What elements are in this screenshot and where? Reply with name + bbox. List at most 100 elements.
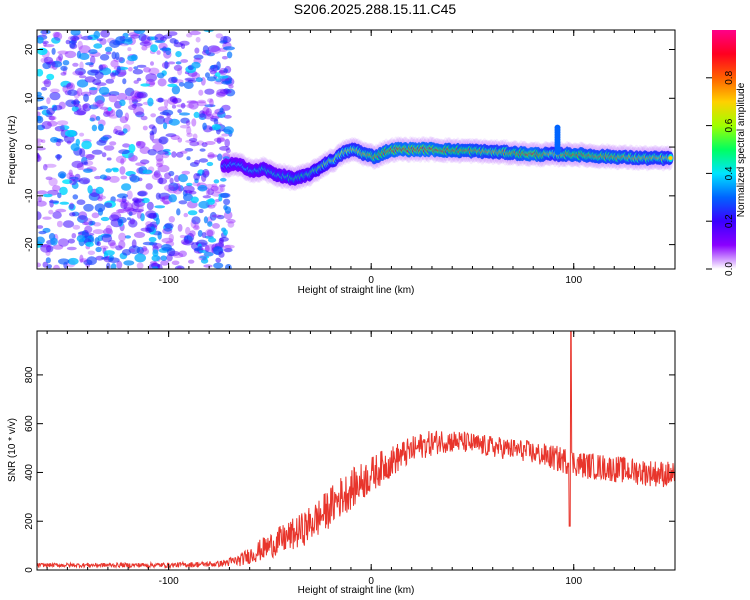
noise-blob bbox=[68, 203, 76, 211]
noise-blob bbox=[178, 174, 189, 183]
colorbar-label: Normalized spectral amplitude bbox=[736, 82, 747, 217]
noise-blob bbox=[69, 212, 76, 217]
noise-blob bbox=[66, 82, 75, 91]
noise-blob bbox=[163, 184, 175, 192]
noise-blob bbox=[115, 245, 123, 251]
noise-blob bbox=[56, 154, 61, 161]
noise-blob bbox=[42, 193, 53, 198]
noise-blob bbox=[226, 51, 233, 59]
noise-blob bbox=[168, 250, 180, 257]
noise-blob bbox=[46, 97, 51, 105]
noise-blob bbox=[71, 181, 79, 190]
noise-blob bbox=[37, 142, 42, 147]
noise-blob bbox=[139, 41, 152, 47]
noise-blob bbox=[152, 242, 163, 249]
noise-blob bbox=[65, 39, 71, 45]
noise-blob bbox=[52, 31, 60, 38]
noise-blob bbox=[180, 102, 186, 109]
noise-blob bbox=[167, 61, 176, 65]
noise-blob bbox=[92, 229, 105, 235]
noise-blob bbox=[177, 67, 183, 76]
noise-blob bbox=[221, 133, 230, 137]
noise-blob bbox=[57, 192, 62, 199]
noise-blob bbox=[99, 106, 109, 110]
noise-blob bbox=[119, 116, 129, 124]
noise-blob bbox=[69, 202, 75, 210]
noise-blob bbox=[215, 91, 226, 98]
noise-blob bbox=[219, 146, 230, 151]
noise-blob bbox=[172, 252, 184, 258]
colorbar-ticks: 0.0 0.2 0.4 0.6 0.8 bbox=[706, 70, 735, 276]
colorbar-tick-label: 0.8 bbox=[724, 70, 735, 84]
noise-blob bbox=[81, 140, 92, 150]
noise-blob bbox=[107, 107, 112, 112]
noise-blob bbox=[176, 151, 184, 158]
noise-blob bbox=[201, 49, 212, 56]
noise-blob bbox=[82, 221, 90, 226]
noise-blob bbox=[148, 236, 157, 243]
noise-blob bbox=[164, 99, 169, 108]
snr-xtick-label: 0 bbox=[368, 576, 374, 587]
noise-blob bbox=[153, 260, 158, 268]
noise-blob bbox=[202, 195, 211, 199]
noise-blob bbox=[71, 160, 84, 168]
noise-blob bbox=[204, 88, 215, 95]
noise-blob bbox=[150, 61, 154, 66]
noise-blob bbox=[64, 50, 77, 59]
noise-blob bbox=[48, 115, 57, 121]
noise-blob bbox=[206, 161, 214, 167]
noise-blob bbox=[212, 186, 224, 194]
noise-blob bbox=[152, 249, 159, 257]
noise-blob bbox=[202, 256, 208, 261]
noise-blob bbox=[220, 192, 231, 199]
noise-blob bbox=[207, 154, 219, 158]
noise-blob bbox=[223, 198, 231, 205]
noise-blob bbox=[140, 213, 145, 222]
noise-blob bbox=[207, 45, 220, 53]
noise-blob bbox=[89, 114, 97, 122]
noise-blob bbox=[76, 235, 86, 243]
noise-blob bbox=[221, 55, 228, 60]
noise-blob bbox=[194, 159, 200, 165]
noise-blob bbox=[156, 72, 165, 79]
noise-blob bbox=[126, 190, 133, 200]
colorbar: 0.0 0.2 0.4 0.6 0.8 Normalized spectral ampl… bbox=[706, 30, 747, 276]
noise-blob bbox=[131, 99, 139, 104]
noise-blob bbox=[143, 39, 153, 48]
noise-blob bbox=[171, 104, 177, 109]
noise-blob bbox=[192, 133, 198, 140]
noise-blob bbox=[59, 125, 70, 130]
noise-blob bbox=[198, 89, 204, 96]
noise-blob bbox=[178, 200, 188, 205]
noise-blob bbox=[124, 235, 131, 239]
noise-blob bbox=[37, 190, 48, 195]
noise-blob bbox=[135, 141, 142, 146]
noise-blob bbox=[203, 252, 214, 257]
noise-blob bbox=[42, 216, 52, 220]
noise-blob bbox=[131, 201, 140, 211]
noise-blob bbox=[207, 98, 213, 103]
snr-ytick-label: 800 bbox=[24, 366, 35, 383]
noise-blob bbox=[84, 225, 93, 234]
noise-blob bbox=[155, 217, 160, 225]
noise-blob bbox=[196, 101, 207, 107]
noise-blob bbox=[92, 101, 101, 108]
noise-blob bbox=[157, 164, 170, 173]
noise-blob bbox=[216, 136, 225, 142]
noise-blob bbox=[59, 201, 70, 205]
noise-blob bbox=[168, 118, 180, 126]
noise-blob bbox=[210, 46, 221, 54]
noise-blob bbox=[139, 247, 150, 255]
noise-blob bbox=[69, 176, 79, 180]
noise-blob bbox=[50, 88, 60, 94]
noise-blob bbox=[213, 179, 220, 184]
noise-blob bbox=[207, 204, 216, 209]
noise-blob bbox=[209, 98, 214, 107]
noise-blob bbox=[212, 223, 220, 229]
noise-blob bbox=[109, 72, 117, 77]
noise-blob bbox=[186, 156, 191, 161]
noise-blob bbox=[150, 113, 157, 118]
noise-blob bbox=[180, 59, 189, 63]
noise-blob bbox=[193, 225, 200, 231]
noise-blob bbox=[176, 208, 181, 216]
